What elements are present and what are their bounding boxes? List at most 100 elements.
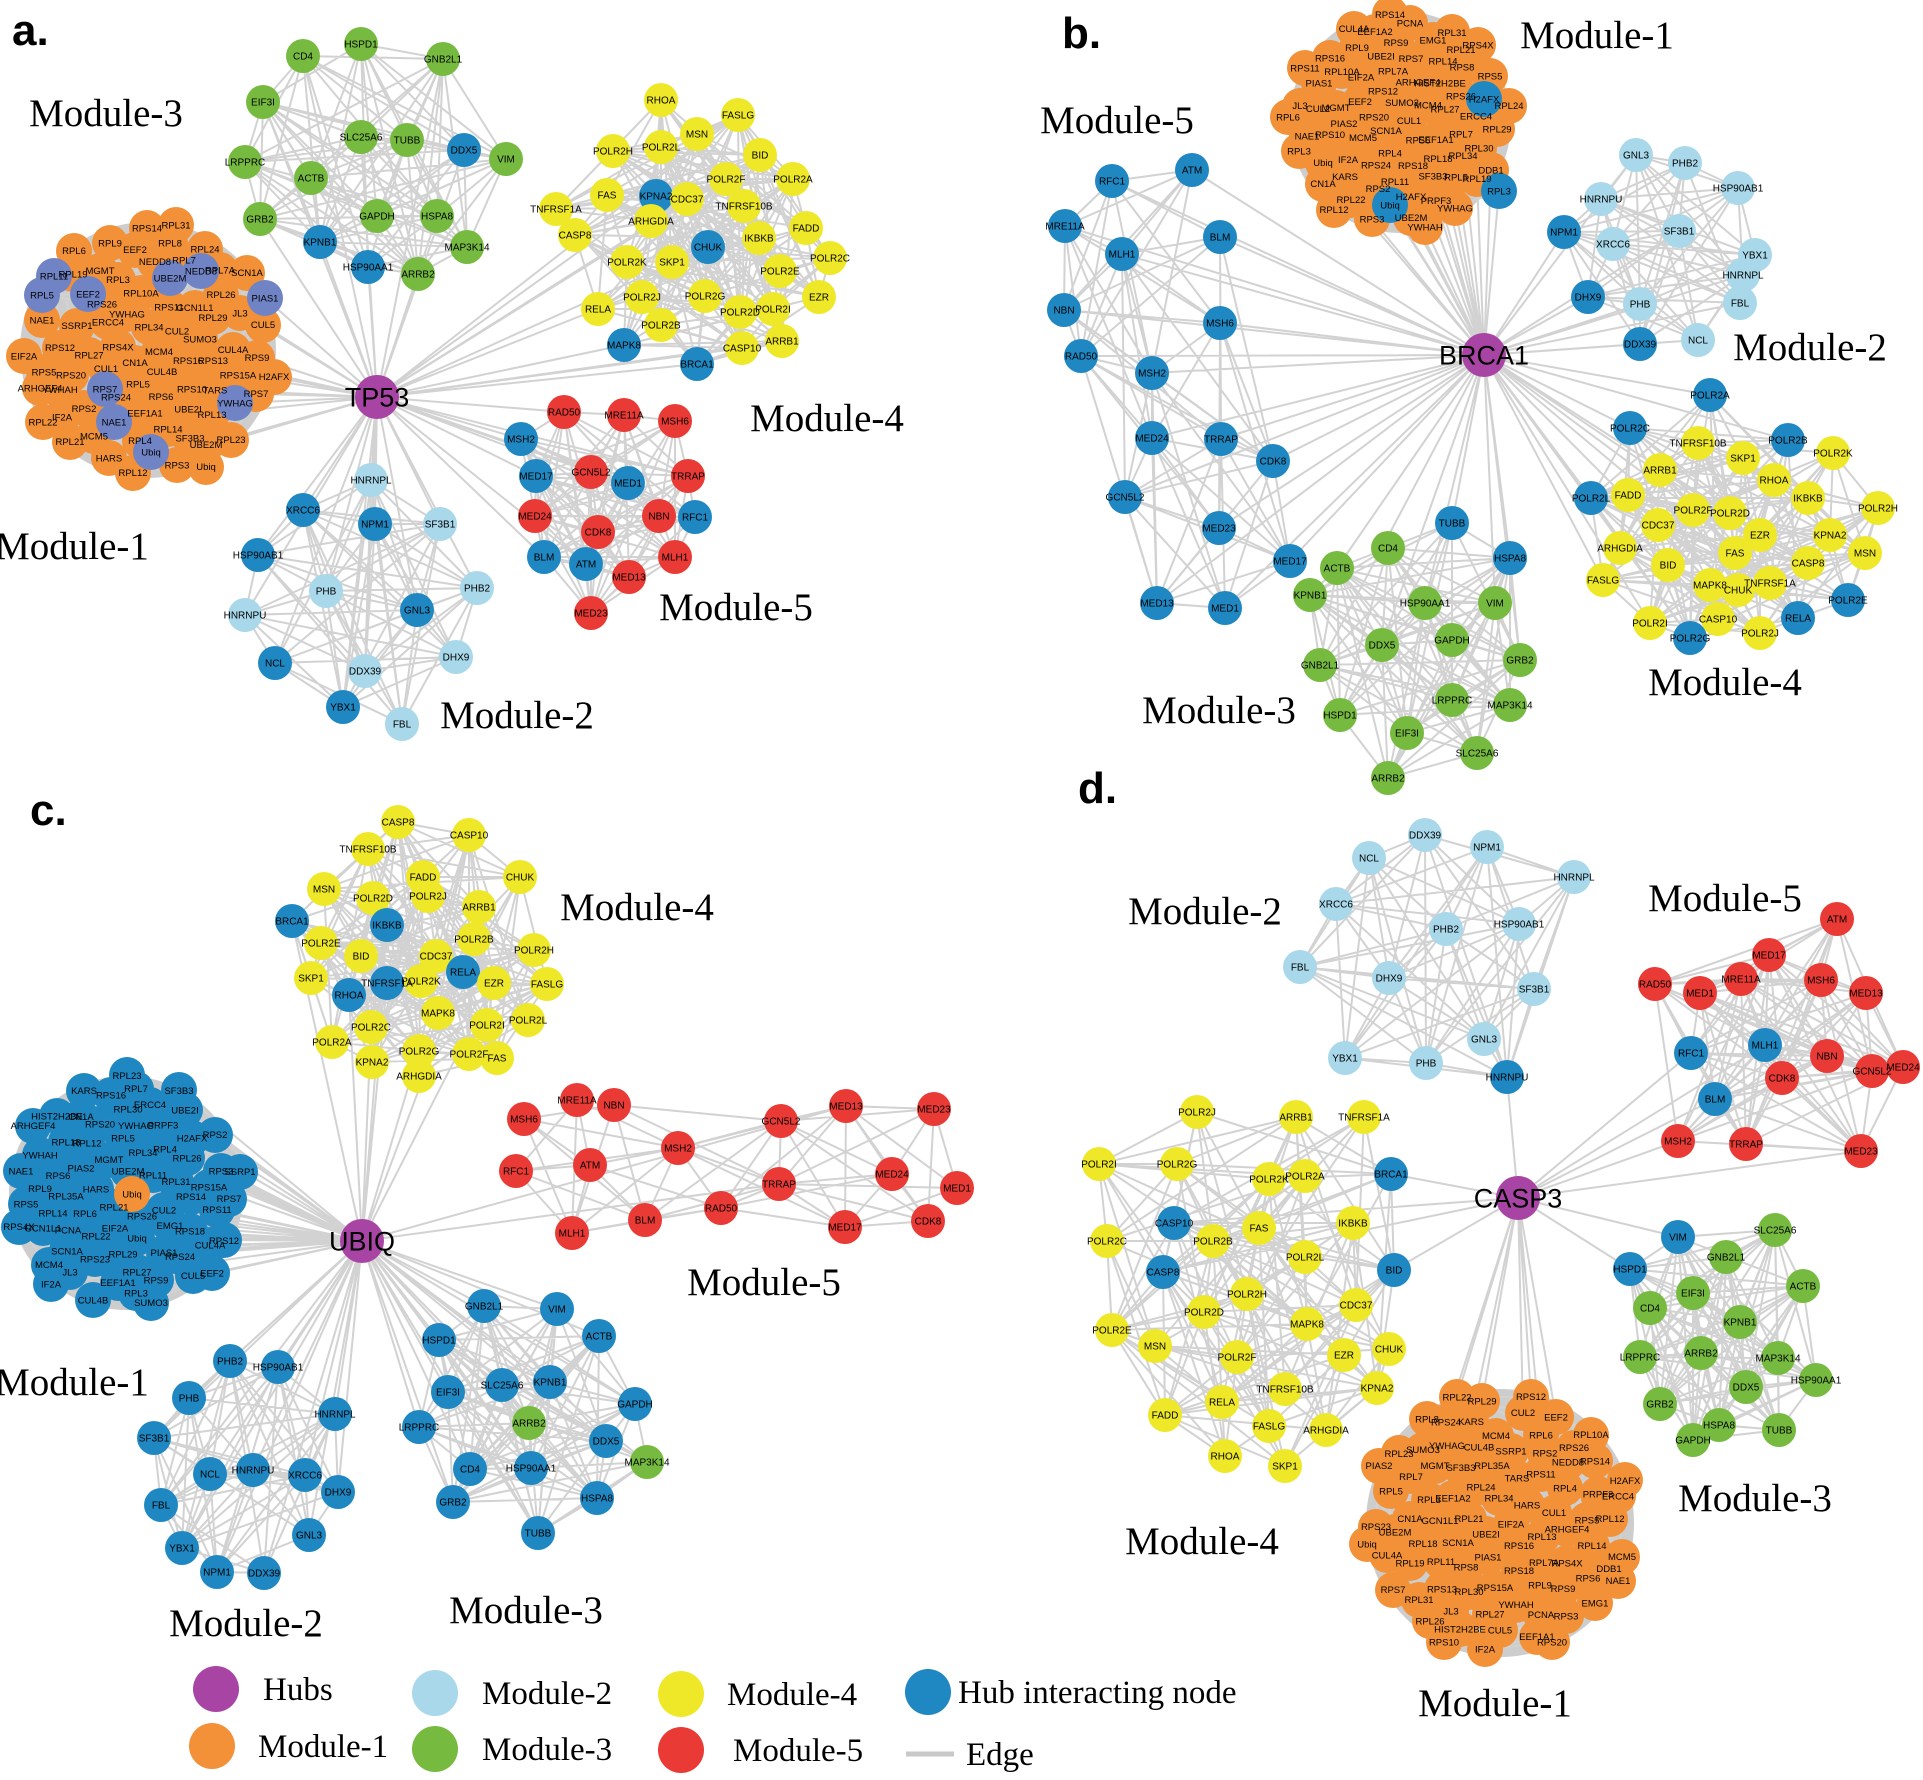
svg-text:RPL19: RPL19 <box>58 270 87 281</box>
svg-text:SKP1: SKP1 <box>659 258 685 269</box>
svg-text:RPL3: RPL3 <box>1417 1495 1441 1506</box>
svg-text:EZR: EZR <box>1750 531 1770 542</box>
svg-text:NPM1: NPM1 <box>1550 228 1578 239</box>
svg-text:RPL6: RPL6 <box>73 1209 97 1220</box>
svg-text:SF3B1: SF3B1 <box>1664 227 1695 238</box>
svg-text:EMG1: EMG1 <box>1420 36 1447 47</box>
svg-text:FADD: FADD <box>793 224 820 235</box>
svg-text:RHOA: RHOA <box>335 991 364 1002</box>
svg-text:MSH6: MSH6 <box>1206 319 1234 330</box>
svg-text:GCN5L2: GCN5L2 <box>1106 493 1145 504</box>
svg-text:RPS26: RPS26 <box>127 1212 157 1223</box>
svg-text:CASP8: CASP8 <box>382 818 415 829</box>
svg-text:PRPF3: PRPF3 <box>1583 1490 1614 1501</box>
svg-text:Module-1: Module-1 <box>258 1729 388 1765</box>
svg-text:ARRB1: ARRB1 <box>765 337 799 348</box>
svg-text:KARS: KARS <box>1458 1417 1484 1428</box>
svg-text:TRRAP: TRRAP <box>762 1180 796 1191</box>
svg-text:Module-4: Module-4 <box>727 1677 857 1713</box>
svg-text:MCM4: MCM4 <box>1414 101 1442 112</box>
svg-text:DHX9: DHX9 <box>443 653 470 664</box>
svg-text:Module-2: Module-2 <box>482 1676 612 1712</box>
svg-text:RPL12: RPL12 <box>72 1139 101 1150</box>
svg-text:BLM: BLM <box>534 553 555 564</box>
svg-text:RPL21: RPL21 <box>55 437 84 448</box>
svg-text:RFC1: RFC1 <box>503 1167 530 1178</box>
svg-text:RPS3: RPS3 <box>209 1166 234 1177</box>
svg-text:HSP90AA1: HSP90AA1 <box>506 1464 557 1475</box>
svg-text:b.: b. <box>1062 9 1101 58</box>
svg-text:RPS11: RPS11 <box>154 303 183 314</box>
svg-text:HNRNPL: HNRNPL <box>1722 271 1764 282</box>
svg-text:NPM1: NPM1 <box>361 520 389 531</box>
svg-text:MGMT: MGMT <box>94 1155 123 1166</box>
svg-text:MED1: MED1 <box>1686 989 1714 1000</box>
svg-text:GAPDH: GAPDH <box>617 1400 653 1411</box>
svg-text:ARHGEF4: ARHGEF4 <box>1396 77 1441 88</box>
svg-text:CN1A: CN1A <box>68 1112 94 1123</box>
svg-text:POLR2K: POLR2K <box>1249 1175 1289 1186</box>
svg-text:RPL23: RPL23 <box>1384 1449 1413 1460</box>
svg-text:RPS20: RPS20 <box>1359 113 1389 124</box>
svg-text:Module-2: Module-2 <box>169 1602 323 1645</box>
svg-text:Module-4: Module-4 <box>1648 661 1802 704</box>
svg-text:EEF2: EEF2 <box>1348 97 1372 108</box>
svg-text:FAS: FAS <box>598 191 617 202</box>
svg-text:JL3: JL3 <box>1292 101 1307 112</box>
svg-text:POLR2E: POLR2E <box>301 939 341 950</box>
svg-text:POLR2A: POLR2A <box>312 1038 352 1049</box>
svg-text:RPL24: RPL24 <box>190 245 219 256</box>
svg-text:MED13: MED13 <box>829 1102 863 1113</box>
svg-text:NAE1: NAE1 <box>102 417 127 428</box>
svg-text:CHUK: CHUK <box>506 873 535 884</box>
svg-text:YBX1: YBX1 <box>1742 251 1768 262</box>
svg-text:CASP8: CASP8 <box>1792 559 1825 570</box>
svg-text:RPS18: RPS18 <box>1504 1566 1534 1577</box>
svg-text:RPL26: RPL26 <box>1415 1617 1444 1628</box>
svg-text:MED24: MED24 <box>875 1170 909 1181</box>
svg-text:RPS23: RPS23 <box>1361 1522 1391 1533</box>
svg-text:UBE2M: UBE2M <box>154 273 187 284</box>
svg-text:GCN1L1: GCN1L1 <box>1422 1516 1459 1527</box>
svg-text:RPS24: RPS24 <box>165 1252 195 1263</box>
svg-text:RPS15A: RPS15A <box>1477 1583 1514 1594</box>
svg-text:BID: BID <box>1660 561 1677 572</box>
svg-text:YWHAH: YWHAH <box>1498 1600 1534 1611</box>
svg-text:RPL29: RPL29 <box>1482 125 1511 136</box>
svg-text:RPS10: RPS10 <box>1429 1637 1459 1648</box>
svg-text:YWHAG: YWHAG <box>1429 1441 1465 1452</box>
svg-text:RPS4X: RPS4X <box>1462 41 1494 52</box>
svg-text:RPS9: RPS9 <box>144 1276 169 1287</box>
svg-text:POLR2I: POLR2I <box>1081 1160 1117 1171</box>
svg-text:MCM5: MCM5 <box>80 431 108 442</box>
svg-text:BRCA1: BRCA1 <box>1439 340 1529 370</box>
svg-text:c.: c. <box>30 786 67 835</box>
svg-text:HIST2H2BE: HIST2H2BE <box>31 1111 83 1122</box>
svg-text:CDC37: CDC37 <box>671 195 704 206</box>
svg-text:VIM: VIM <box>1669 1233 1687 1244</box>
svg-text:RPL14: RPL14 <box>38 1209 67 1220</box>
svg-text:Module-4: Module-4 <box>750 397 904 440</box>
svg-text:RPL14: RPL14 <box>153 425 182 436</box>
svg-text:NAE1: NAE1 <box>1295 132 1320 143</box>
svg-text:RPS16: RPS16 <box>1504 1541 1534 1552</box>
svg-text:RPL7A: RPL7A <box>205 266 236 277</box>
svg-text:CASP10: CASP10 <box>1155 1219 1194 1230</box>
svg-text:EZR: EZR <box>809 293 829 304</box>
svg-text:GCN1L1: GCN1L1 <box>177 303 214 314</box>
svg-text:RPS23: RPS23 <box>80 1255 110 1266</box>
svg-text:RPL3: RPL3 <box>1287 147 1311 158</box>
svg-text:CHUK: CHUK <box>694 243 723 254</box>
svg-text:PIAS1: PIAS1 <box>1475 1553 1502 1564</box>
svg-text:RPL29: RPL29 <box>108 1250 137 1261</box>
svg-text:RELA: RELA <box>585 305 611 316</box>
svg-text:RPS18: RPS18 <box>1398 161 1428 172</box>
svg-text:CUL1: CUL1 <box>94 364 118 375</box>
svg-text:RPL24: RPL24 <box>1466 1482 1495 1493</box>
svg-text:FASLG: FASLG <box>1587 576 1619 587</box>
svg-text:XRCC6: XRCC6 <box>288 1471 322 1482</box>
svg-text:RPL21: RPL21 <box>99 1202 128 1213</box>
svg-text:DHX9: DHX9 <box>1376 974 1403 985</box>
svg-text:UBIQ: UBIQ <box>329 1227 395 1257</box>
svg-text:CDK8: CDK8 <box>1769 1074 1796 1085</box>
